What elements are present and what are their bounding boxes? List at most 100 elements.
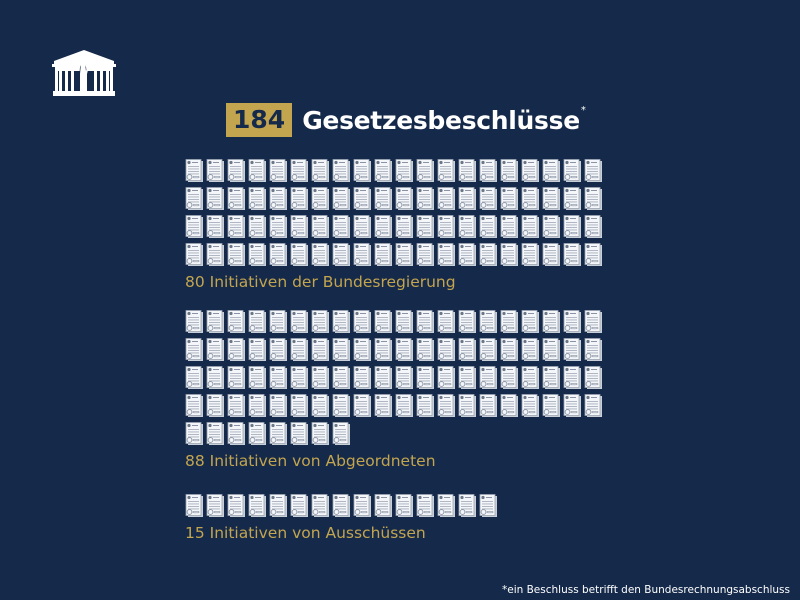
law-document-icon [248,243,267,267]
law-document-icon [290,159,309,183]
law-document-icon [311,366,330,390]
law-document-icon [437,243,456,267]
law-document-icon [290,187,309,211]
law-document-icon [269,159,288,183]
law-document-icon [290,394,309,418]
law-document-icon [332,159,351,183]
group-bundesregierung: 80 Initiativen der Bundesregierung [185,159,615,292]
law-document-icon [248,215,267,239]
group-label: 80 Initiativen der Bundesregierung [185,273,456,291]
law-document-icon [563,159,582,183]
law-document-icon [290,215,309,239]
law-document-icon [542,215,561,239]
law-document-icon [269,187,288,211]
law-document-icon [206,215,225,239]
law-document-icon [248,187,267,211]
law-document-icon [353,215,372,239]
law-document-icon [248,310,267,334]
law-document-icon [458,494,477,518]
law-document-icon [500,215,519,239]
law-document-icon [269,394,288,418]
law-document-icon [416,494,435,518]
law-document-icon [542,310,561,334]
law-document-icon [521,338,540,362]
law-document-icon [479,394,498,418]
law-document-icon [206,494,225,518]
law-document-icon [311,215,330,239]
law-document-icon [416,215,435,239]
law-document-icon [353,338,372,362]
law-document-icon [374,366,393,390]
law-document-icon [290,366,309,390]
law-document-icon [395,243,414,267]
document-grid [185,159,615,271]
law-document-icon [185,494,204,518]
law-document-icon [563,338,582,362]
law-document-icon [206,243,225,267]
law-document-icon [395,394,414,418]
law-document-icon [311,159,330,183]
law-document-icon [458,215,477,239]
law-document-icon [521,187,540,211]
law-document-icon [416,159,435,183]
law-document-icon [227,366,246,390]
law-document-icon [542,366,561,390]
law-document-icon [332,243,351,267]
law-document-icon [311,338,330,362]
law-document-icon [584,243,603,267]
law-document-icon [269,243,288,267]
law-document-icon [353,310,372,334]
law-document-icon [185,366,204,390]
law-document-icon [248,394,267,418]
law-document-icon [563,243,582,267]
law-document-icon [332,338,351,362]
law-document-icon [269,310,288,334]
law-document-icon [563,366,582,390]
law-document-icon [311,187,330,211]
page-title: Gesetzesbeschlüsse [302,105,580,135]
law-document-icon [395,159,414,183]
law-document-icon [311,422,330,446]
law-document-icon [269,215,288,239]
law-document-icon [290,494,309,518]
law-document-icon [542,159,561,183]
law-document-icon [227,215,246,239]
law-document-icon [458,310,477,334]
law-document-icon [500,310,519,334]
law-document-icon [479,338,498,362]
law-document-icon [185,338,204,362]
law-document-icon [353,187,372,211]
law-document-icon [206,422,225,446]
law-document-icon [500,366,519,390]
law-document-icon [353,159,372,183]
law-document-icon [311,310,330,334]
law-document-icon [584,338,603,362]
law-document-icon [227,338,246,362]
law-document-icon [416,187,435,211]
law-document-icon [437,187,456,211]
law-document-icon [458,394,477,418]
law-document-icon [395,215,414,239]
law-document-icon [458,243,477,267]
law-document-icon [206,338,225,362]
document-grid [185,494,615,522]
group-abgeordnete: 88 Initiativen von Abgeordneten [185,310,615,471]
law-document-icon [227,394,246,418]
law-document-icon [185,422,204,446]
law-document-icon [521,310,540,334]
law-document-icon [584,366,603,390]
law-document-icon [500,394,519,418]
law-document-icon [374,394,393,418]
law-document-icon [227,310,246,334]
law-document-icon [479,494,498,518]
law-document-icon [227,494,246,518]
footnote-marker: * [580,105,586,116]
law-document-icon [353,366,372,390]
law-document-icon [395,338,414,362]
law-document-icon [374,310,393,334]
law-document-icon [311,243,330,267]
law-document-icon [206,187,225,211]
law-document-icon [395,187,414,211]
law-document-icon [311,494,330,518]
law-document-icon [479,310,498,334]
